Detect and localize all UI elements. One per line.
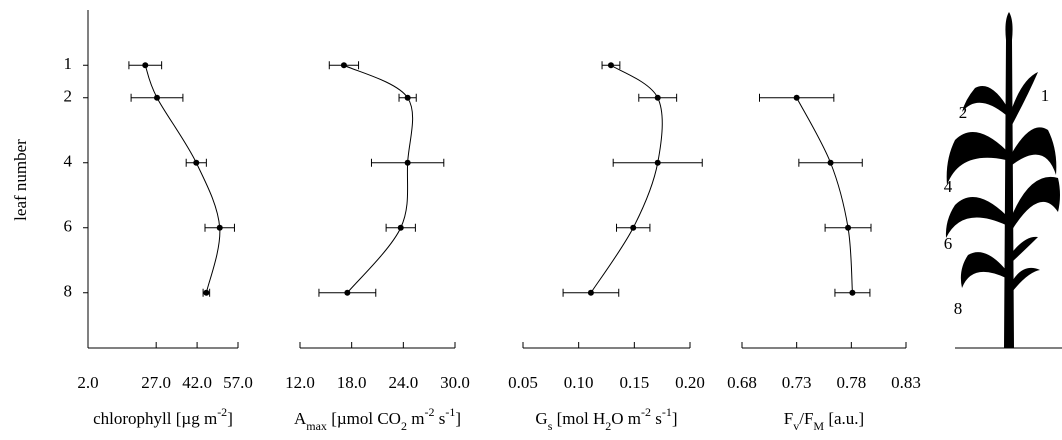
x-tick-label: 0.68 <box>727 373 757 392</box>
x-axis-label-part: A <box>294 409 307 428</box>
x-axis-label-part: O m <box>611 409 641 428</box>
leaf-shape <box>945 197 1006 238</box>
x-axis-label-part: chlorophyll [µg m <box>93 409 217 428</box>
x-tick-label: 0.15 <box>619 373 649 392</box>
data-point <box>845 224 852 231</box>
x-axis-label-part: G <box>535 409 547 428</box>
x-axis-label-part: [a.u.] <box>824 409 864 428</box>
x-axis-label-part: /F <box>799 409 813 428</box>
leaf-shape <box>962 86 1006 115</box>
x-tick-label: 0.20 <box>675 373 705 392</box>
x-axis-label-part: ] <box>455 409 461 428</box>
data-point <box>654 159 661 166</box>
leaf-shape <box>1010 236 1038 262</box>
x-axis-label-part: s <box>651 409 662 428</box>
x-tick-label: 0.10 <box>564 373 594 392</box>
x-axis-label-part: 2 <box>401 419 407 433</box>
x-tick-label: 12.0 <box>285 373 315 392</box>
y-tick-label: 8 <box>64 282 73 301</box>
plant-leaf-label: 8 <box>954 299 963 318</box>
x-axis-label: Amax [µmol CO2 m-2 s-1] <box>294 405 461 433</box>
x-axis-label-part: [mol H <box>552 409 605 428</box>
y-tick-label: 2 <box>64 87 73 106</box>
x-axis-label-part: F <box>784 409 793 428</box>
x-axis-label-part: -2 <box>424 405 434 419</box>
x-axis-label-part: M <box>813 419 824 433</box>
data-point <box>849 289 856 296</box>
data-point <box>793 94 800 101</box>
data-line <box>343 64 414 294</box>
plant-leaf-label: 6 <box>944 234 953 253</box>
x-axis-label-part: -1 <box>445 405 455 419</box>
leaf-shape <box>946 132 1006 185</box>
x-tick-label: 0.78 <box>836 373 866 392</box>
x-axis-label-part: max <box>306 419 327 433</box>
data-point <box>654 94 661 101</box>
leaf-shape <box>960 252 1006 288</box>
y-axis-label: leaf number <box>11 139 30 221</box>
x-tick-label: 0.83 <box>891 373 921 392</box>
x-tick-label: 42.0 <box>182 373 212 392</box>
y-tick-label: 4 <box>64 152 73 171</box>
stem <box>1004 12 1014 348</box>
plant <box>945 12 1062 349</box>
data-point <box>397 224 404 231</box>
x-tick-label: 57.0 <box>223 373 253 392</box>
data-point <box>404 159 411 166</box>
x-axis-label-part: s <box>434 409 445 428</box>
x-tick-label: 27.0 <box>141 373 171 392</box>
data-point <box>630 224 637 231</box>
x-tick-label: 2.0 <box>77 373 98 392</box>
data-point <box>154 94 160 101</box>
x-axis-label: Fv/FM [a.u.] <box>784 409 864 433</box>
leaf-shape <box>1008 127 1057 175</box>
data-point <box>587 289 594 296</box>
data-point <box>404 94 411 101</box>
plant-leaf-label: 1 <box>1041 86 1050 105</box>
x-tick-label: 18.0 <box>337 373 367 392</box>
plant-leaf-label: 4 <box>944 177 953 196</box>
x-axis-label-part: -1 <box>662 405 672 419</box>
data-point <box>827 159 834 166</box>
data-point <box>340 62 347 69</box>
x-axis-label: Gs [mol H2O m-2 s-1] <box>535 405 677 433</box>
data-point <box>193 159 200 166</box>
data-point <box>607 62 614 69</box>
leaf-shape <box>1010 176 1060 230</box>
x-axis-label-part: m <box>407 409 424 428</box>
data-line <box>590 64 663 294</box>
x-axis-label-part: v <box>793 419 799 433</box>
leaf-shape <box>1010 267 1040 292</box>
plant-leaf-label: 2 <box>959 103 968 122</box>
data-point <box>344 289 351 296</box>
data-point <box>142 62 149 69</box>
x-tick-label: 0.73 <box>782 373 812 392</box>
y-tick-label: 6 <box>64 217 73 236</box>
x-axis-label-part: [µmol CO <box>327 409 401 428</box>
x-tick-label: 24.0 <box>388 373 418 392</box>
x-axis-label-part: ] <box>672 409 678 428</box>
x-tick-label: 0.05 <box>508 373 538 392</box>
x-axis-label-part: ] <box>227 409 233 428</box>
x-axis-label-part: -2 <box>217 405 227 419</box>
x-tick-label: 30.0 <box>440 373 470 392</box>
data-line <box>796 97 853 293</box>
y-tick-label: 1 <box>64 54 73 73</box>
data-point <box>216 224 223 231</box>
x-axis-label-part: -2 <box>641 405 651 419</box>
data-point <box>203 289 210 296</box>
x-axis-label: chlorophyll [µg m-2] <box>93 405 233 428</box>
leaf-shape <box>1008 72 1038 125</box>
x-axis-label-part: s <box>548 419 553 433</box>
x-axis-label-part: 2 <box>605 419 611 433</box>
